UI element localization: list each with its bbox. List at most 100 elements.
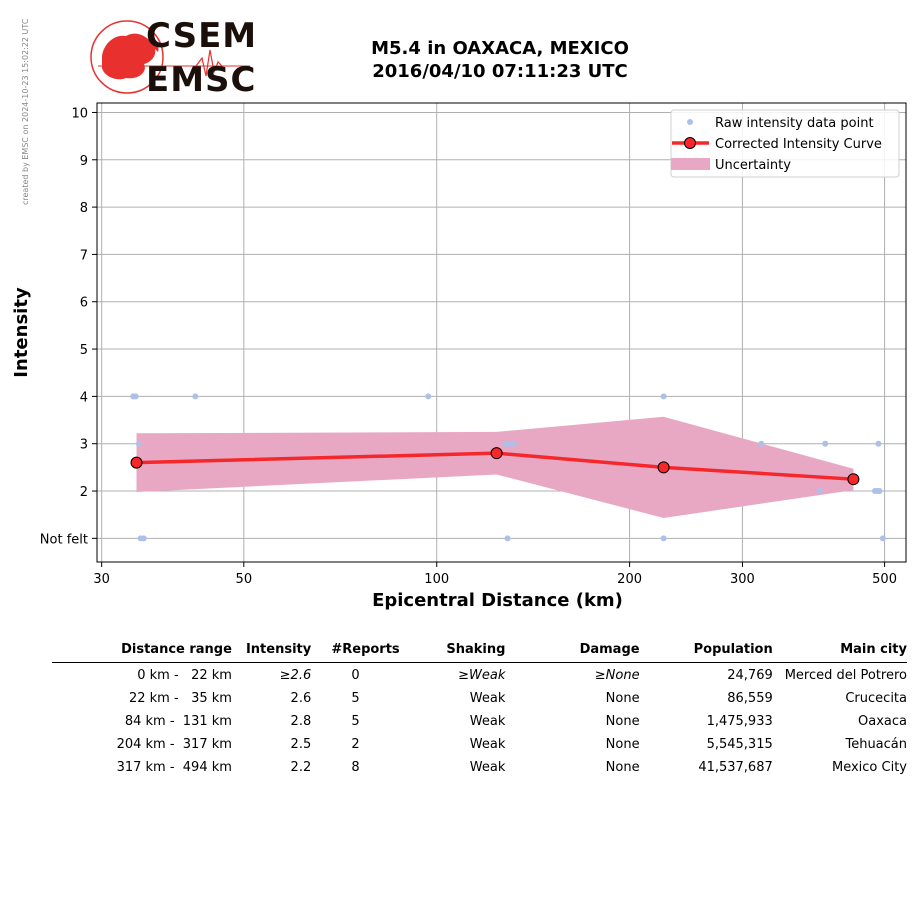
corrected-intensity-line <box>136 451 854 481</box>
table-cell: 84 km - 131 km <box>124 714 232 729</box>
raw-data-point <box>135 440 142 447</box>
raw-data-point <box>758 440 765 447</box>
table-cell: 2.8 <box>290 714 312 729</box>
raw-data-point <box>425 393 432 400</box>
table-cell: 5 <box>351 714 360 729</box>
table-header-cell: Damage <box>505 640 640 663</box>
raw-data-point <box>822 440 829 447</box>
y-tick-label: 8 <box>80 201 88 216</box>
table-cell: None <box>605 691 640 706</box>
logo-emsc-text: EMSC <box>146 60 257 100</box>
csem-emsc-logo: CSEM EMSC <box>88 16 256 100</box>
table-cell: 2 <box>351 737 360 752</box>
table-header-cell: #Reports <box>311 640 400 663</box>
table-cell: 24,769 <box>727 668 773 683</box>
table-header-cell: Intensity <box>231 640 312 663</box>
legend-uncertainty-label: Uncertainty <box>715 158 791 173</box>
raw-data-point <box>502 440 509 447</box>
corrected-intensity-marker <box>847 473 860 486</box>
table-cell: 0 km - 22 km <box>137 668 232 683</box>
y-tick-label: 3 <box>80 438 88 453</box>
raw-data-point <box>816 488 823 495</box>
table-row: 0 km - 22 km ≥2.6 0 ≥Weak ≥None 24,769 Merced … <box>52 663 907 687</box>
y-tick-label: 10 <box>71 106 88 121</box>
corrected-intensity-marker <box>130 456 143 469</box>
table-cell: 22 km - 35 km <box>128 691 232 706</box>
x-tick-label: 300 <box>730 572 755 587</box>
legend-box <box>670 109 900 178</box>
raw-data-point <box>504 535 511 542</box>
y-tick-label: 7 <box>80 248 88 263</box>
legend-raw-label: Raw intensity data point <box>715 116 874 131</box>
raw-data-point <box>132 393 139 400</box>
intensity-summary-table: Distance range Intensity #Reports Shaking Da… <box>52 640 907 778</box>
raw-data-point <box>875 440 882 447</box>
table-cell: 204 km - 317 km <box>116 737 232 752</box>
y-tick-label: 2 <box>80 485 88 500</box>
table-cell: 5,545,315 <box>706 737 773 752</box>
table-cell: Weak <box>469 714 506 729</box>
legend-uncertainty-swatch <box>671 158 710 170</box>
table-cell: 317 km - 494 km <box>116 760 232 775</box>
y-tick-label: 5 <box>80 343 88 358</box>
table-cell: ≥Weak <box>458 668 506 683</box>
table-cell: 8 <box>351 760 360 775</box>
x-tick-label: 50 <box>236 572 253 587</box>
uncertainty-band <box>136 416 854 518</box>
legend-raw-swatch <box>687 119 693 125</box>
raw-data-point <box>192 393 199 400</box>
table-header-row: Distance range Intensity #Reports Shaking Da… <box>52 640 907 663</box>
chart-title-line2: 2016/04/10 07:11:23 UTC <box>372 61 628 82</box>
raw-data-point <box>506 440 513 447</box>
x-tick-label: 100 <box>424 572 449 587</box>
x-tick-label: 200 <box>617 572 642 587</box>
legend-curve-label: Corrected Intensity Curve <box>715 137 882 152</box>
table-cell: 2.6 <box>290 691 312 706</box>
corrected-intensity-marker <box>490 447 503 460</box>
table-header-cell: Distance range <box>52 640 232 663</box>
table-cell: 5 <box>351 691 360 706</box>
y-tick-label: Not felt <box>40 532 88 547</box>
table-cell: Weak <box>469 760 506 775</box>
intensity-chart: 30 50 100 200 300 500 Not felt 2 3 4 5 6 7 8 9 10 Epicen… <box>11 102 907 611</box>
table-cell: Mexico City <box>831 760 907 775</box>
x-tick-label: 30 <box>93 572 110 587</box>
table-header-cell: Main city <box>772 640 907 663</box>
table-cell: None <box>605 714 640 729</box>
table-cell: None <box>605 737 640 752</box>
logo-map-icon <box>90 20 250 94</box>
table-header-cell: Population <box>639 640 773 663</box>
table-row: 84 km - 131 km 2.8 5 Weak None 1,475,933 Oaxac… <box>52 709 907 732</box>
raw-data-point <box>140 535 147 542</box>
corrected-intensity-marker <box>657 461 670 474</box>
raw-data-point <box>660 393 667 400</box>
table-row: 22 km - 35 km 2.6 5 Weak None 86,559 Crucecita <box>52 686 907 709</box>
table-cell: Weak <box>469 737 506 752</box>
raw-data-point <box>879 535 886 542</box>
table-cell: 1,475,933 <box>706 714 773 729</box>
legend-curve-marker <box>684 137 696 149</box>
table-cell: Merced del Potrero <box>784 668 907 683</box>
table-cell: None <box>605 760 640 775</box>
x-tick-label: 500 <box>872 572 897 587</box>
table-cell: 41,537,687 <box>698 760 773 775</box>
y-axis-title: Intensity <box>11 287 32 378</box>
raw-data-point <box>876 488 883 495</box>
y-tick-label: 9 <box>80 154 88 169</box>
logo-csem-text: CSEM <box>146 16 258 56</box>
table-cell: Tehuacán <box>845 737 907 752</box>
chart-title-line1: M5.4 in OAXACA, MEXICO <box>371 38 629 59</box>
table-cell: Crucecita <box>845 691 907 706</box>
table-header-cell: Shaking <box>399 640 506 663</box>
raw-data-point <box>510 440 517 447</box>
table-cell: 2.5 <box>290 737 312 752</box>
raw-data-point <box>660 535 667 542</box>
y-tick-label: 6 <box>80 296 88 311</box>
table-cell: Weak <box>469 691 506 706</box>
table-row: 204 km - 317 km 2.5 2 Weak None 5,545,315 Tehu… <box>52 732 907 755</box>
table-row: 317 km - 494 km 2.2 8 Weak None 41,537,687 Mex… <box>52 755 907 778</box>
y-tick-label: 4 <box>80 390 88 405</box>
table-cell: ≥2.6 <box>279 668 312 683</box>
table-cell: ≥None <box>594 668 640 683</box>
table-cell: 0 <box>351 668 360 683</box>
